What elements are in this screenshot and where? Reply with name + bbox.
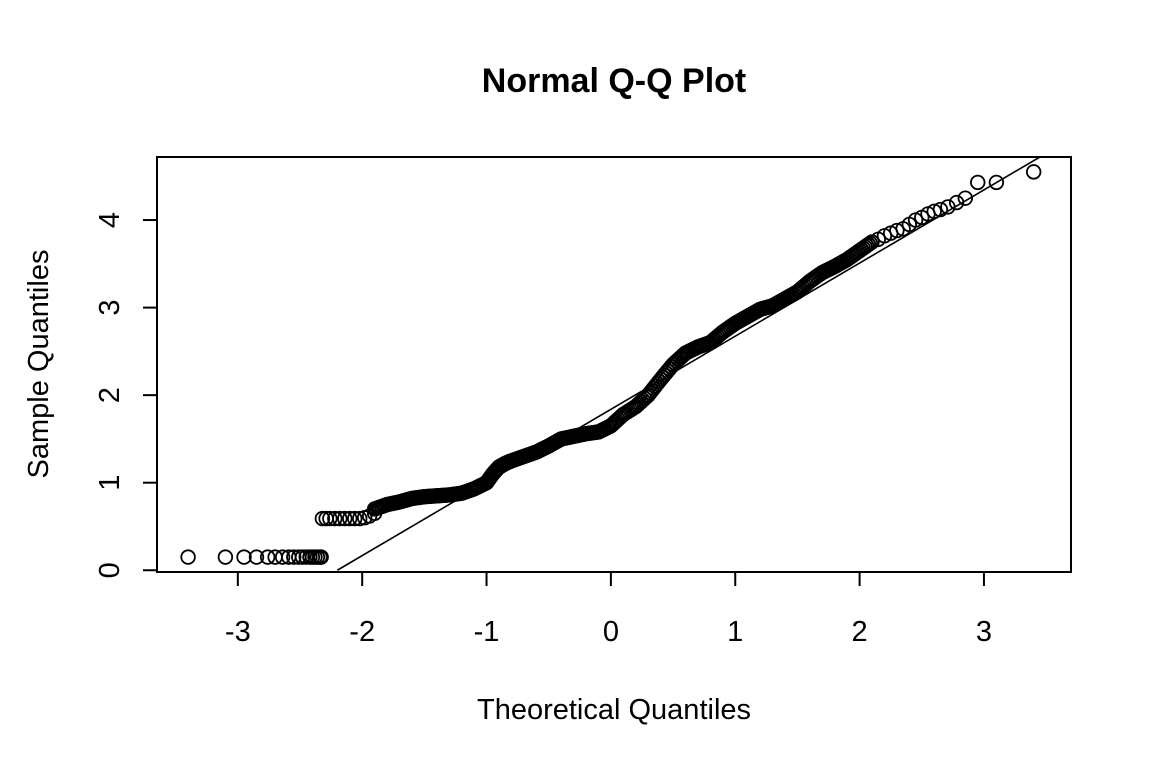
y-tick-label: 4 <box>94 212 126 228</box>
y-axis: 0 1 2 3 4 <box>94 212 158 578</box>
chart-title: Normal Q-Q Plot <box>482 62 746 100</box>
data-point <box>236 549 252 565</box>
x-tick-label: 0 <box>603 616 619 648</box>
y-axis-label: Sample Quantiles <box>23 250 55 479</box>
x-tick-label: 1 <box>727 616 743 648</box>
data-point <box>259 549 276 565</box>
reference-line-group <box>336 157 1041 571</box>
data-point <box>248 549 265 565</box>
data-point <box>347 510 363 527</box>
data-point <box>957 190 973 206</box>
data-point <box>889 222 905 239</box>
data-point <box>313 549 329 565</box>
x-tick-label: 3 <box>976 616 992 648</box>
x-tick-label: -2 <box>349 616 375 648</box>
data-point <box>1025 164 1042 180</box>
x-tick-label: -1 <box>474 616 500 648</box>
data-point <box>948 194 965 211</box>
data-point <box>940 199 956 215</box>
data-point <box>322 510 338 527</box>
data-point <box>274 549 291 565</box>
data-point <box>332 510 348 527</box>
x-tick-label: -3 <box>225 616 251 648</box>
data-point <box>926 203 942 219</box>
data-point <box>988 174 1005 191</box>
data-point <box>862 235 878 251</box>
x-tick-label: 2 <box>852 616 868 648</box>
y-tick-label: 0 <box>94 562 126 578</box>
qq-reference-line <box>336 157 1041 571</box>
data-point <box>180 549 196 565</box>
data-point <box>314 510 331 527</box>
data-point <box>932 201 949 218</box>
data-point <box>351 510 368 527</box>
y-tick-label: 1 <box>94 475 126 491</box>
data-point <box>337 510 353 527</box>
data-point <box>294 549 311 565</box>
data-point <box>327 510 343 527</box>
x-axis: -3 -2 -1 0 1 2 3 <box>225 571 992 648</box>
data-point <box>342 510 358 527</box>
data-points <box>180 164 1042 565</box>
data-point <box>217 549 234 565</box>
x-axis-label: Theoretical Quantiles <box>477 694 751 726</box>
data-point <box>286 549 302 565</box>
y-tick-label: 3 <box>94 300 126 316</box>
y-tick-label: 2 <box>94 387 126 403</box>
data-point <box>970 174 986 191</box>
